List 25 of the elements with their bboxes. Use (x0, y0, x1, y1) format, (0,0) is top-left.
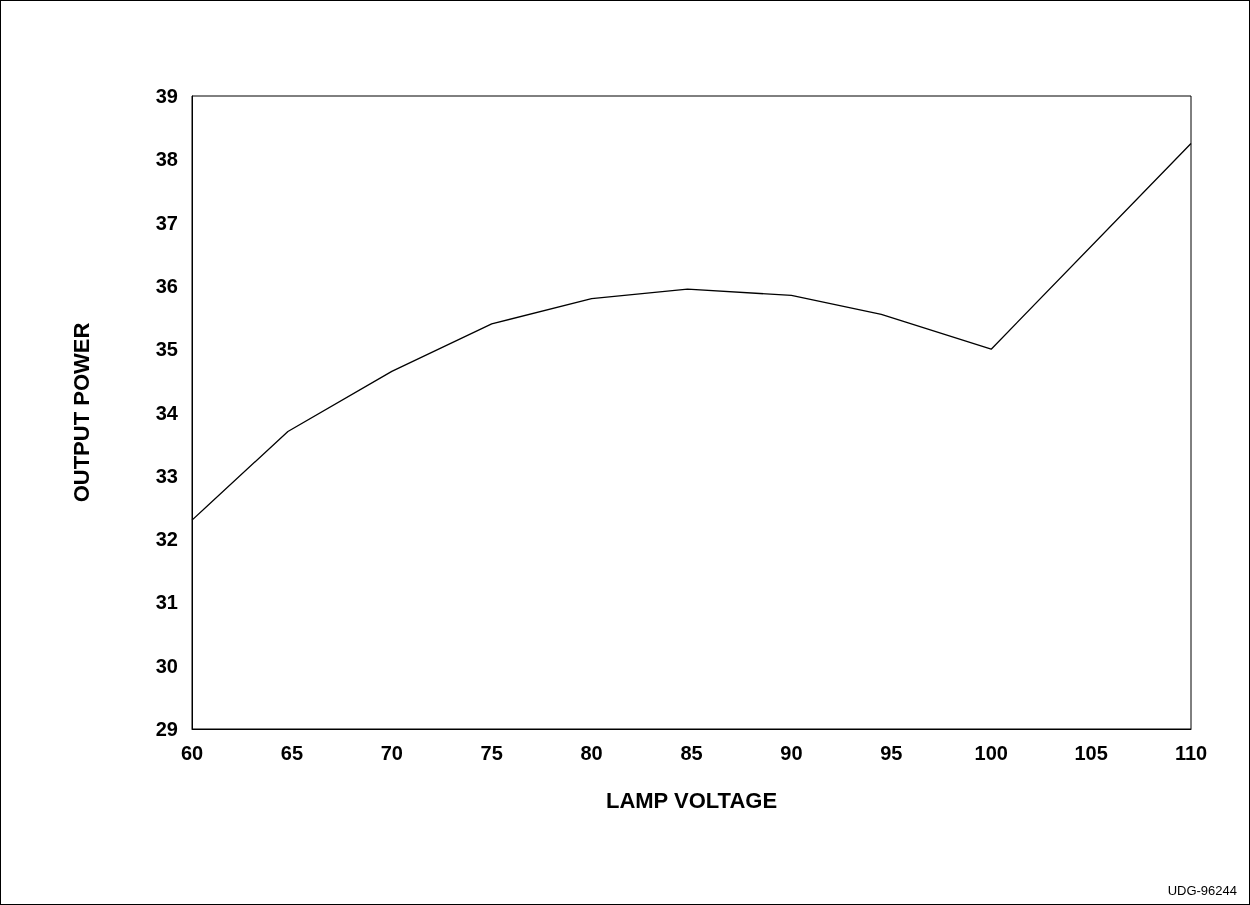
y-tick-label: 34 (155, 401, 179, 424)
x-tick-label: 65 (280, 742, 304, 764)
y-tick-label: 39 (155, 85, 178, 107)
x-tick-label: 100 (974, 742, 1008, 764)
y-tick-label: 31 (155, 591, 178, 614)
y-tick-label: 32 (155, 528, 178, 551)
y-tick-label: 35 (155, 338, 178, 361)
x-tick-label: 60 (180, 742, 204, 764)
x-tick-label: 80 (580, 742, 603, 764)
y-tick-label: 33 (155, 464, 178, 487)
y-tick-label: 29 (155, 718, 178, 740)
x-tick-label: 85 (680, 742, 703, 764)
x-tick-label: 105 (1074, 742, 1108, 764)
y-tick-label: 36 (155, 274, 178, 297)
y-axis-title: OUTPUT POWER (68, 322, 94, 503)
x-tick-label: 70 (380, 742, 403, 764)
x-tick-label: 75 (480, 742, 503, 764)
y-tick-label: 38 (155, 148, 178, 171)
x-tick-label: 95 (880, 742, 903, 764)
x-axis-title: LAMP VOLTAGE (605, 787, 778, 813)
x-tick-label: 110 (1174, 742, 1208, 764)
text: UDG-96244 (1167, 883, 1237, 898)
y-tick-label: 37 (155, 211, 178, 234)
x-tick-label: 90 (780, 742, 803, 764)
y-tick-label: 30 (155, 654, 178, 677)
